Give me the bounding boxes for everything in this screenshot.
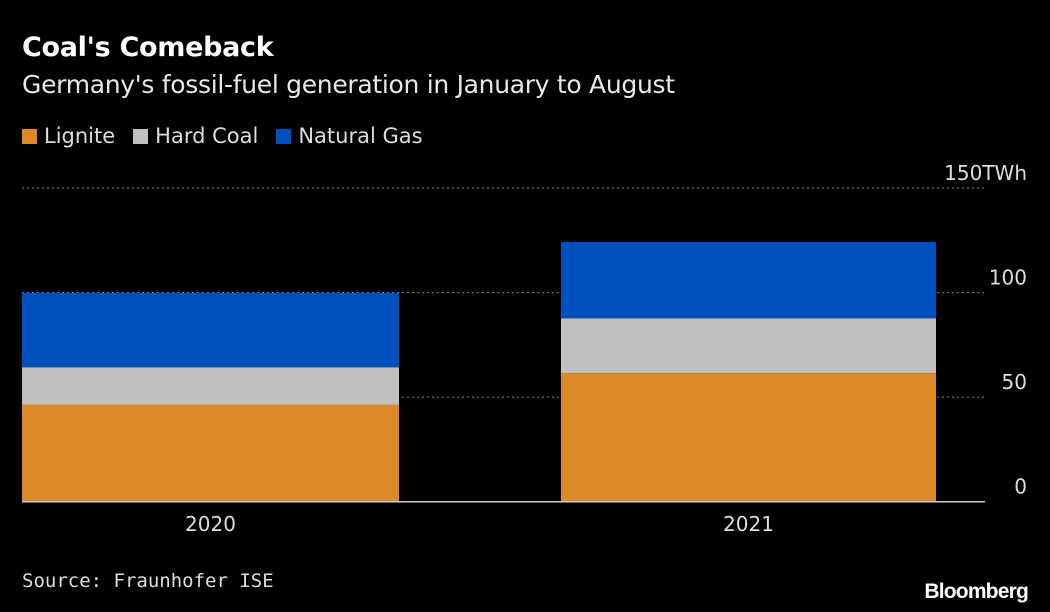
bloomberg-logo: Bloomberg [924, 580, 1028, 603]
legend-swatch [22, 128, 37, 144]
y-tick-label: 100 [989, 266, 1027, 290]
legend-swatch [133, 128, 149, 144]
legend-swatch [276, 128, 292, 144]
chart-subtitle: Germany's fossil-fuel generation in Janu… [22, 70, 675, 99]
bar-segment-hard-coal [561, 318, 936, 374]
y-tick-label: 150TWh [944, 161, 1027, 185]
legend-item-hard-coal: Hard Coal [133, 124, 258, 148]
legend-item-natural-gas: Natural Gas [276, 124, 423, 148]
legend-label: Natural Gas [298, 124, 423, 148]
y-tick-label: 50 [1002, 370, 1027, 394]
x-tick-label: 2020 [185, 512, 236, 536]
bar-segment-natural-gas [22, 292, 399, 368]
x-tick-label: 2021 [723, 512, 774, 536]
legend: Lignite Hard Coal Natural Gas [22, 124, 423, 148]
bar-segment-lignite [22, 404, 399, 502]
source-note: Source: Fraunhofer ISE [22, 570, 274, 592]
legend-label: Hard Coal [155, 124, 259, 148]
bar-segment-hard-coal [22, 367, 399, 405]
y-tick-label: 0 [1014, 475, 1027, 499]
bar-segment-natural-gas [561, 241, 936, 319]
bar-segment-lignite [561, 373, 936, 502]
legend-item-lignite: Lignite [22, 124, 115, 148]
chart-title: Coal's Comeback [22, 32, 274, 63]
legend-label: Lignite [44, 124, 116, 148]
